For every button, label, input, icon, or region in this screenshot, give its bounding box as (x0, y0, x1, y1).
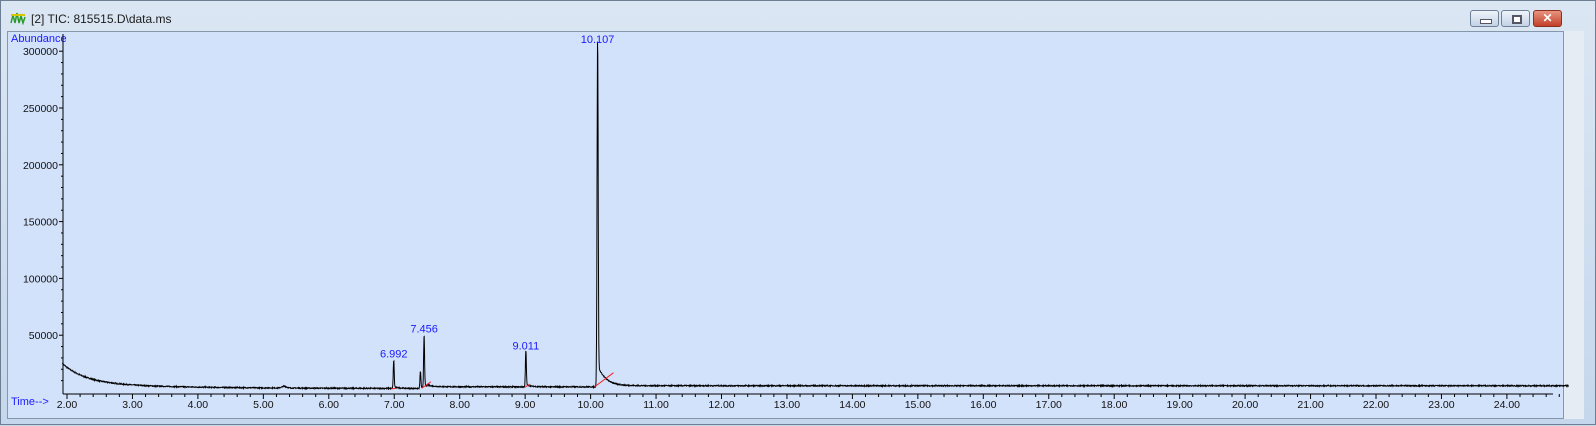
x-tick-label: 23.00 (1428, 399, 1454, 411)
x-tick-label: 13.00 (774, 399, 800, 411)
y-tick-label: 250000 (23, 103, 58, 115)
tic-trace (62, 42, 1568, 389)
x-tick-label: 10.00 (577, 399, 603, 411)
x-tick-label: 24.00 (1494, 399, 1520, 411)
peak-label: 10.107 (581, 34, 615, 46)
x-tick-label: 14.00 (839, 399, 865, 411)
x-tick-label: 6.00 (319, 399, 340, 411)
x-tick-label: 9.00 (515, 399, 536, 411)
x-tick-label: 21.00 (1297, 399, 1323, 411)
y-tick-label: 100000 (23, 273, 58, 285)
x-tick-label: 8.00 (449, 399, 470, 411)
x-tick-label: 12.00 (708, 399, 734, 411)
x-tick-label: 11.00 (643, 399, 669, 411)
y-tick-label: 50000 (29, 330, 58, 342)
peak-label: 9.011 (513, 341, 540, 353)
x-tick-label: 2.00 (57, 399, 78, 411)
x-tick-label: 4.00 (188, 399, 209, 411)
y-tick-label: 150000 (23, 217, 58, 229)
x-tick-label: 17.00 (1036, 399, 1062, 411)
peak-label: 6.992 (380, 349, 408, 361)
y-tick-label: 200000 (23, 160, 58, 172)
peak-label: 7.456 (410, 324, 438, 336)
x-tick-label: 7.00 (384, 399, 405, 411)
x-tick-label: 3.00 (122, 399, 143, 411)
x-axis-label: Time--> (11, 396, 49, 408)
integration-baseline (595, 373, 614, 387)
y-axis-label: Abundance (11, 33, 67, 45)
x-tick-label: 18.00 (1101, 399, 1127, 411)
x-tick-label: 15.00 (905, 399, 931, 411)
x-tick-label: 5.00 (253, 399, 274, 411)
y-tick-label: 300000 (23, 46, 58, 58)
x-tick-label: 20.00 (1232, 399, 1258, 411)
x-tick-label: 22.00 (1363, 399, 1389, 411)
x-tick-label: 19.00 (1167, 399, 1193, 411)
x-tick-label: 16.00 (970, 399, 996, 411)
